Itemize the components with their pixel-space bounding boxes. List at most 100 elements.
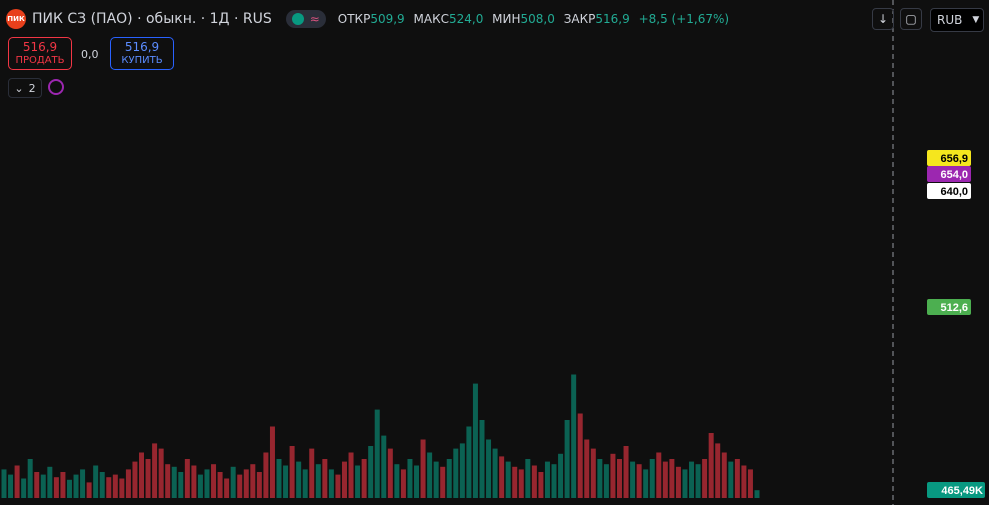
- volume-bar: [243, 469, 249, 498]
- volume-bar: [459, 443, 465, 498]
- volume-bar: [695, 464, 701, 498]
- volume-bar: [728, 461, 734, 498]
- volume-bar: [250, 464, 256, 498]
- price-axis-bg: [922, 0, 989, 505]
- volume-bar: [145, 459, 151, 498]
- volume-bar: [256, 472, 262, 498]
- volume-bar: [132, 461, 138, 498]
- price-label: [927, 299, 971, 315]
- volume-bar: [453, 448, 459, 498]
- wave-icon: ≈: [309, 12, 320, 26]
- volume-bar: [34, 472, 40, 498]
- volume-bar: [60, 472, 66, 498]
- volume-bar: [400, 469, 406, 498]
- price-label-text: 640,0: [940, 186, 968, 198]
- company-logo: ПИК: [6, 9, 26, 29]
- spread-value: 0,0: [81, 48, 99, 61]
- volume-bar: [564, 420, 570, 498]
- volume-bar: [603, 464, 609, 498]
- volume-bar: [721, 452, 727, 498]
- price-label-text: 654,0: [940, 169, 968, 181]
- fullscreen-button[interactable]: ▢: [900, 8, 922, 30]
- sync-icon[interactable]: [48, 79, 64, 95]
- volume-bar: [197, 474, 203, 498]
- volume-bar: [544, 461, 550, 498]
- volume-bar: [630, 461, 636, 498]
- volume-bar: [525, 459, 531, 498]
- price-axis[interactable]: 900,0820,0740,0670,0610,0550,0500,0450,0…: [909, 0, 989, 505]
- volume-bar: [341, 461, 347, 498]
- volume-bar: [171, 466, 177, 498]
- volume-bar: [407, 459, 413, 498]
- volume-bar: [590, 448, 596, 498]
- crosshair: [892, 0, 894, 505]
- volume-bar: [472, 383, 478, 498]
- volume-bar: [66, 479, 72, 498]
- volume-bar: [184, 459, 190, 498]
- indicator-toggle[interactable]: ≈: [285, 10, 326, 28]
- volume-bar: [139, 452, 145, 498]
- volume-bar: [73, 474, 79, 498]
- volume-bar: [224, 478, 230, 498]
- buy-button[interactable]: 516,9 КУПИТЬ: [110, 37, 174, 70]
- volume-bar: [466, 426, 472, 498]
- price-label: [927, 166, 971, 182]
- volume-bars: [1, 374, 760, 498]
- volume-bar: [165, 464, 171, 498]
- volume-bar: [8, 474, 14, 498]
- sell-button[interactable]: 516,9 ПРОДАТЬ: [8, 37, 72, 70]
- volume-bar: [616, 459, 622, 498]
- volume-bar: [322, 459, 328, 498]
- volume-bar: [158, 448, 164, 498]
- volume-bar: [21, 478, 27, 498]
- volume-bar: [433, 461, 439, 498]
- volume-bar: [689, 461, 695, 498]
- volume-bar: [1, 469, 7, 498]
- volume-bar: [715, 443, 721, 498]
- volume-bar: [263, 452, 269, 498]
- volume-bar: [584, 439, 590, 498]
- volume-bar: [636, 464, 642, 498]
- volume-bar: [538, 472, 544, 498]
- volume-bar: [217, 472, 223, 498]
- volume-bar: [355, 465, 361, 498]
- volume-bar: [335, 474, 341, 498]
- volume-bar: [53, 477, 59, 498]
- volume-bar: [571, 374, 577, 498]
- volume-bar: [283, 465, 289, 498]
- volume-bar: [276, 459, 282, 498]
- volume-bar: [682, 469, 688, 498]
- volume-bar: [551, 464, 557, 498]
- volume-bar: [675, 466, 681, 498]
- volume-bar: [204, 469, 210, 498]
- volume-bar: [125, 469, 131, 498]
- volume-bar: [368, 446, 374, 498]
- volume-bar: [14, 465, 20, 498]
- price-label-text: 512,6: [940, 302, 968, 314]
- volume-bar: [486, 439, 492, 498]
- indicators-collapse-button[interactable]: ⌄ 2: [8, 78, 42, 98]
- volume-bar: [427, 452, 433, 498]
- volume-bar: [361, 459, 367, 498]
- symbol-title[interactable]: ПИК СЗ (ПАО) · обыкн. · 1Д · RUS: [32, 11, 272, 27]
- volume-bar: [302, 469, 308, 498]
- volume-bar: [27, 459, 33, 498]
- price-label: [927, 150, 971, 166]
- dot-icon: [291, 13, 304, 25]
- volume-bar: [269, 426, 275, 498]
- download-button[interactable]: ↓: [872, 8, 894, 30]
- currency-select[interactable]: RUB ▼: [930, 8, 984, 32]
- volume-bar: [669, 459, 675, 498]
- volume-bar: [531, 465, 537, 498]
- chevron-down-icon: ▼: [972, 15, 980, 25]
- volume-bar: [289, 446, 295, 498]
- volume-label: [927, 482, 985, 498]
- volume-bar: [237, 474, 243, 498]
- price-label-text: 656,9: [940, 153, 968, 165]
- volume-bar: [558, 453, 564, 498]
- ohlc-values: ОТКР509,9 МАКС524,0 МИН508,0 ЗАКР516,9 +…: [337, 12, 730, 26]
- volume-bar: [754, 490, 760, 498]
- volume-bar: [492, 448, 498, 498]
- volume-bar: [512, 466, 518, 498]
